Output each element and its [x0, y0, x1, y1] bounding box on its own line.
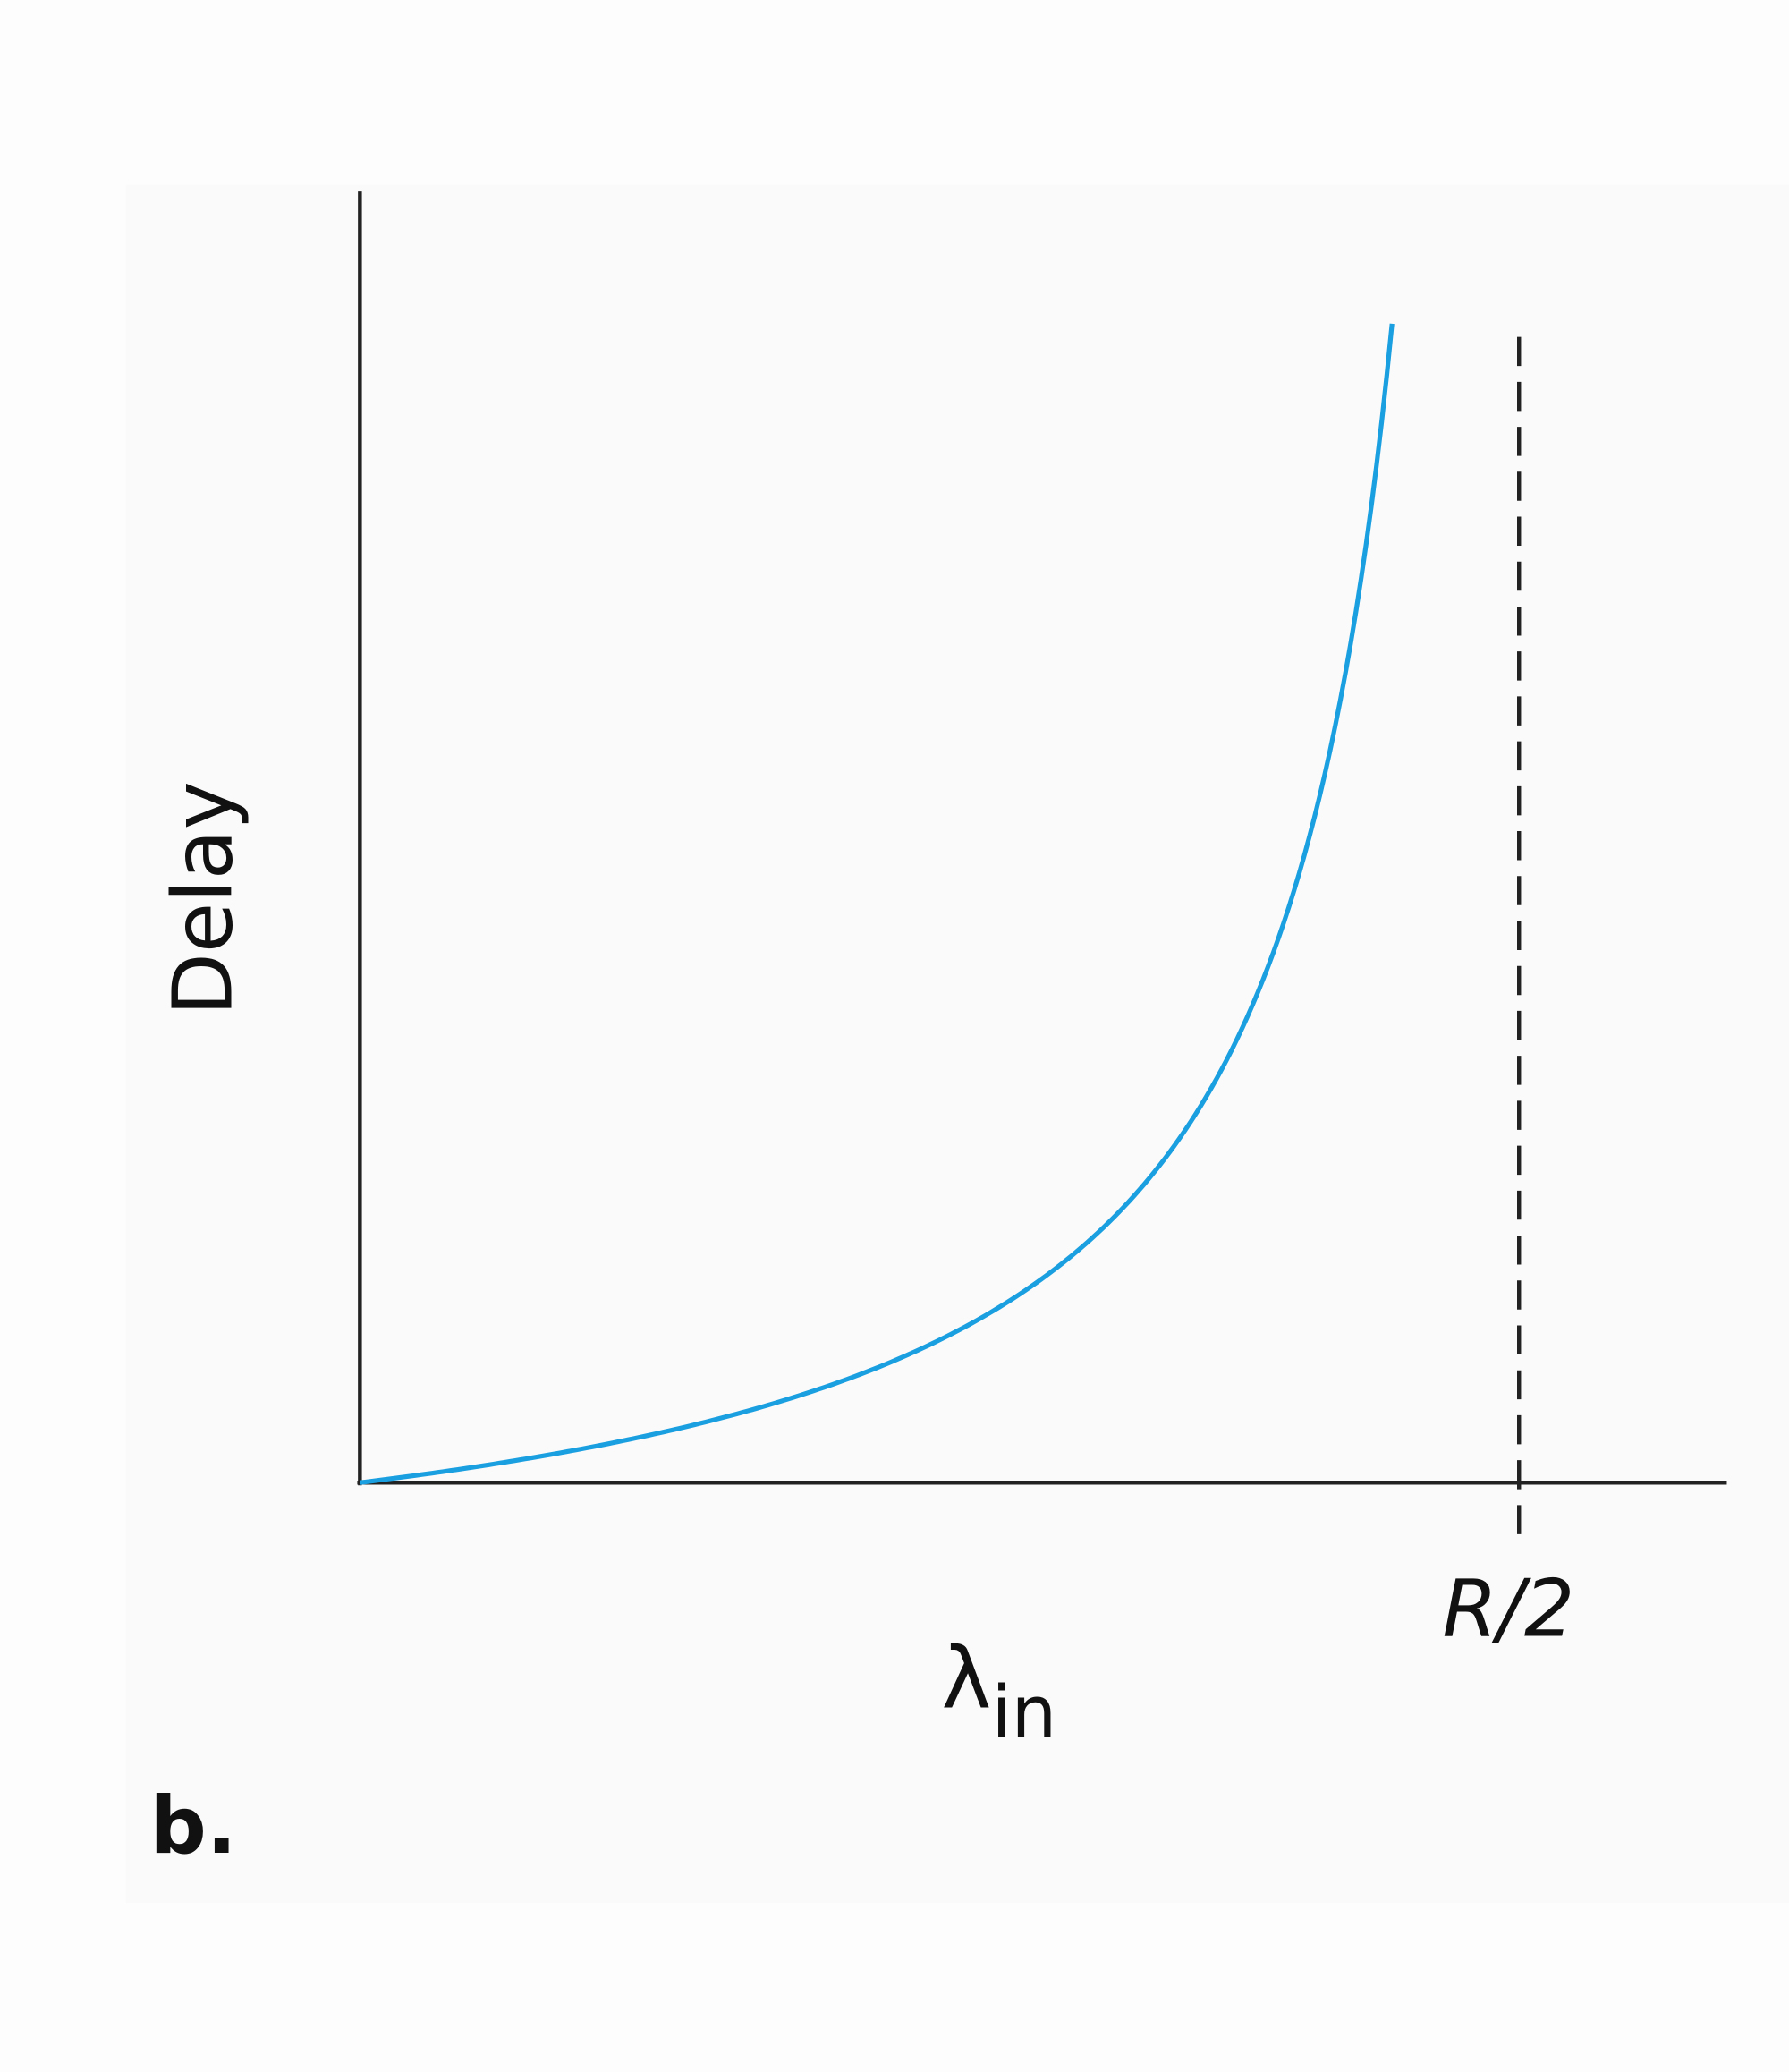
r-half-label: R/2 [1442, 1563, 1574, 1655]
x-axis-subscript: in [991, 1670, 1056, 1754]
y-axis-label: Delay [156, 781, 251, 1016]
panel [125, 184, 1789, 1903]
x-axis-label: λin [941, 1629, 1056, 1753]
x-axis-symbol: λ [941, 1629, 991, 1728]
panel-label: b. [149, 1779, 236, 1872]
delay-curve [360, 323, 1395, 1485]
